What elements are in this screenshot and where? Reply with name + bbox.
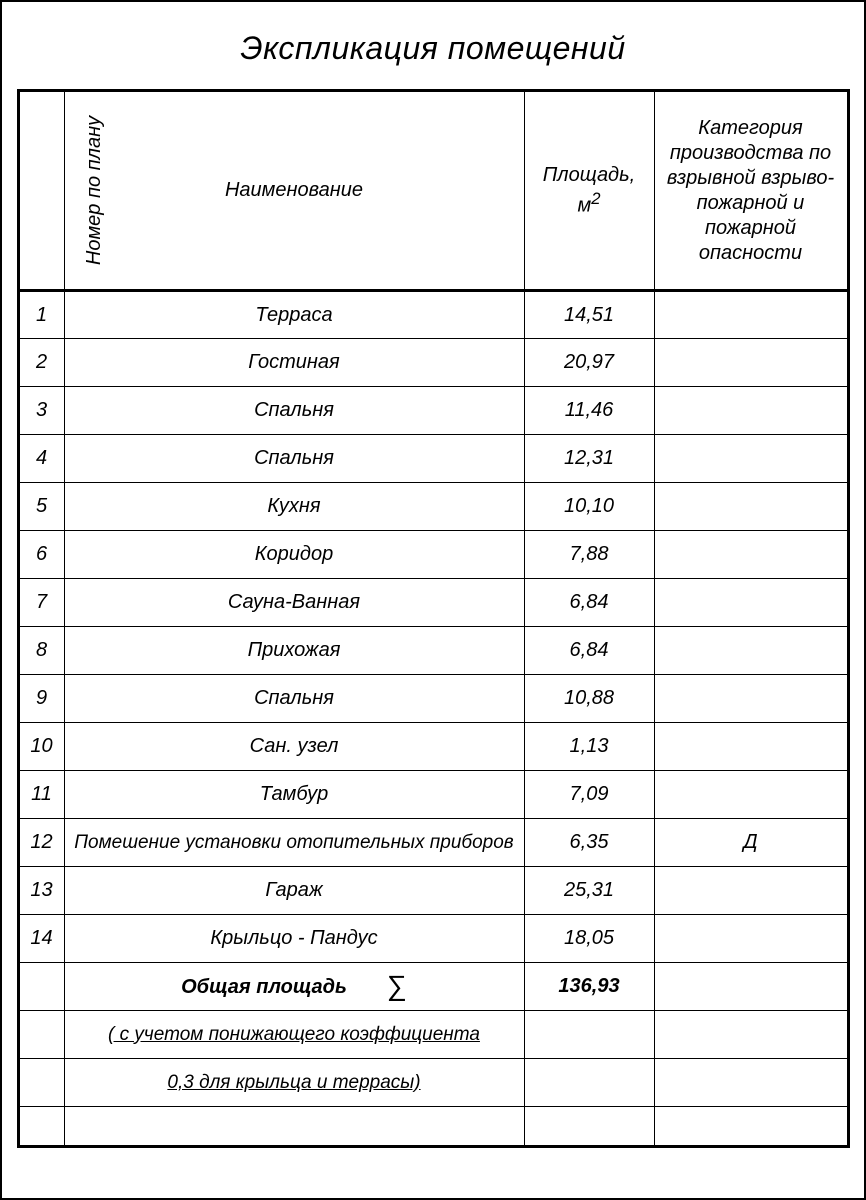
table-body: 1Терраса14,512Гостиная20,973Спальня11,46… (18, 291, 848, 1147)
cell-name: Крыльцо - Пандус (64, 915, 524, 963)
cell-area: 12,31 (524, 435, 654, 483)
cell-area: 10,10 (524, 483, 654, 531)
table-row: 2Гостиная20,97 (18, 339, 848, 387)
cell-name-total: Общая площадь∑ (64, 963, 524, 1011)
cell-name: Коридор (64, 531, 524, 579)
cell-area (524, 1011, 654, 1059)
cell-area: 7,09 (524, 771, 654, 819)
table-row: 1Терраса14,51 (18, 291, 848, 339)
cell-category (654, 483, 848, 531)
cell-number: 1 (18, 291, 64, 339)
cell-name: Спальня (64, 435, 524, 483)
cell-number: 11 (18, 771, 64, 819)
cell-area: 18,05 (524, 915, 654, 963)
cell-area: 20,97 (524, 339, 654, 387)
table-row: 6Коридор7,88 (18, 531, 848, 579)
cell-area: 14,51 (524, 291, 654, 339)
table-row-empty (18, 1107, 848, 1147)
cell-category (654, 1011, 848, 1059)
cell-category (654, 867, 848, 915)
cell-number: 5 (18, 483, 64, 531)
cell-number: 4 (18, 435, 64, 483)
cell-name: Кухня (64, 483, 524, 531)
cell-area: 6,35 (524, 819, 654, 867)
table-row: 7Сауна-Ванная6,84 (18, 579, 848, 627)
table-header-row: Номер по плану Наименование Площадь, м2 … (18, 91, 848, 291)
col-header-category: Категория производства по взрывной взрыв… (654, 91, 848, 291)
cell-area: 7,88 (524, 531, 654, 579)
cell-name: Прихожая (64, 627, 524, 675)
cell-area: 6,84 (524, 627, 654, 675)
cell-category (654, 291, 848, 339)
cell-name: Тамбур (64, 771, 524, 819)
cell-number (18, 1059, 64, 1107)
table-row: 3Спальня11,46 (18, 387, 848, 435)
cell-category (654, 627, 848, 675)
cell-number (18, 1011, 64, 1059)
cell-number (18, 963, 64, 1011)
explication-table: Номер по плану Наименование Площадь, м2 … (17, 89, 850, 1148)
cell-number: 7 (18, 579, 64, 627)
cell-number: 12 (18, 819, 64, 867)
cell-number: 6 (18, 531, 64, 579)
cell-number: 10 (18, 723, 64, 771)
cell-number: 3 (18, 387, 64, 435)
cell-category (654, 579, 848, 627)
table-row: 9Спальня10,88 (18, 675, 848, 723)
page: Экспликация помещений Номер по плану Наи… (0, 0, 866, 1200)
cell-name: Спальня (64, 675, 524, 723)
cell-number: 13 (18, 867, 64, 915)
page-title: Экспликация помещений (2, 2, 864, 89)
cell-area: 6,84 (524, 579, 654, 627)
col-header-area: Площадь, м2 (524, 91, 654, 291)
cell-category (654, 339, 848, 387)
cell-category: Д (654, 819, 848, 867)
table-row-note: ( с учетом понижающего коэффициента (18, 1011, 848, 1059)
cell-name: Помешение установки отопительных приборо… (64, 819, 524, 867)
table-row: 11Тамбур7,09 (18, 771, 848, 819)
table-row: 4Спальня12,31 (18, 435, 848, 483)
table-row: 14Крыльцо - Пандус18,05 (18, 915, 848, 963)
cell-name: Спальня (64, 387, 524, 435)
cell-note: ( с учетом понижающего коэффициента (64, 1011, 524, 1059)
table-row-note: 0,3 для крыльца и террасы) (18, 1059, 848, 1107)
cell-category (654, 1059, 848, 1107)
cell-number: 14 (18, 915, 64, 963)
cell-note: 0,3 для крыльца и террасы) (64, 1059, 524, 1107)
table-row: 8Прихожая6,84 (18, 627, 848, 675)
table-row: 13Гараж25,31 (18, 867, 848, 915)
cell-category (654, 387, 848, 435)
cell-number: 8 (18, 627, 64, 675)
table-row: 12Помешение установки отопительных прибо… (18, 819, 848, 867)
cell-category (654, 675, 848, 723)
cell-category (654, 723, 848, 771)
cell-area (524, 1059, 654, 1107)
table-row: 10Сан. узел1,13 (18, 723, 848, 771)
table-row: 5Кухня10,10 (18, 483, 848, 531)
cell-area: 1,13 (524, 723, 654, 771)
cell-area-total: 136,93 (524, 963, 654, 1011)
cell-name: Сан. узел (64, 723, 524, 771)
cell-category (654, 531, 848, 579)
cell-category (654, 963, 848, 1011)
cell-category (654, 771, 848, 819)
cell-name: Терраса (64, 291, 524, 339)
cell-number: 2 (18, 339, 64, 387)
cell-area: 25,31 (524, 867, 654, 915)
cell-area: 10,88 (524, 675, 654, 723)
table-row-total: Общая площадь∑136,93 (18, 963, 848, 1011)
col-header-name: Наименование (64, 91, 524, 291)
col-header-number: Номер по плану (18, 91, 64, 291)
cell-name: Гараж (64, 867, 524, 915)
cell-name: Гостиная (64, 339, 524, 387)
cell-number: 9 (18, 675, 64, 723)
cell-area: 11,46 (524, 387, 654, 435)
cell-name: Сауна-Ванная (64, 579, 524, 627)
cell-category (654, 915, 848, 963)
cell-category (654, 435, 848, 483)
